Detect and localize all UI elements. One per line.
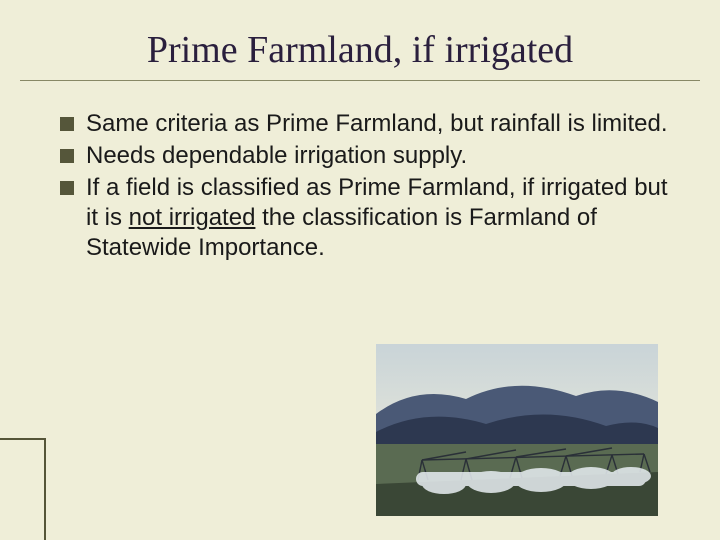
bullet-text: Needs dependable irrigation supply. (86, 141, 672, 171)
slide-body: Same criteria as Prime Farmland, but rai… (0, 81, 720, 263)
bullet-item: Same criteria as Prime Farmland, but rai… (60, 109, 672, 139)
bullet-text: If a field is classified as Prime Farmla… (86, 173, 672, 263)
bullet-text: Same criteria as Prime Farmland, but rai… (86, 109, 672, 139)
bullet-item: Needs dependable irrigation supply. (60, 141, 672, 171)
corner-rule-vertical (44, 438, 46, 540)
square-bullet-icon (60, 117, 74, 131)
corner-rule-horizontal (0, 438, 46, 440)
slide-title: Prime Farmland, if irrigated (0, 0, 720, 80)
bullet-item: If a field is classified as Prime Farmla… (60, 173, 672, 263)
irrigation-illustration (376, 344, 658, 516)
square-bullet-icon (60, 149, 74, 163)
square-bullet-icon (60, 181, 74, 195)
slide: Prime Farmland, if irrigated Same criter… (0, 0, 720, 540)
irrigation-photo (376, 344, 658, 516)
